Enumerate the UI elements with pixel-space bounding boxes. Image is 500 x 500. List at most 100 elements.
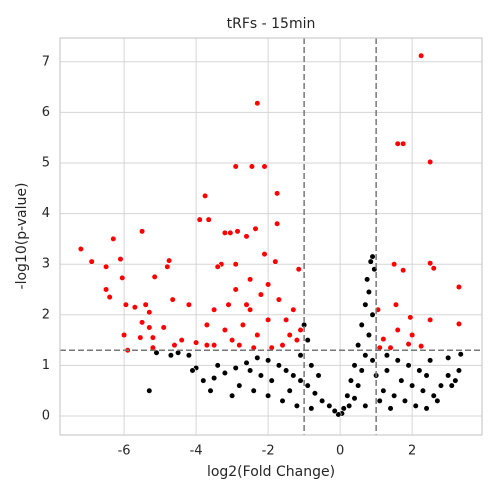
- point: [131, 304, 138, 311]
- point: [117, 256, 124, 263]
- point: [221, 229, 229, 236]
- x-tick-label: 0: [336, 444, 344, 459]
- point: [455, 283, 463, 291]
- point: [211, 374, 218, 382]
- point: [243, 301, 250, 308]
- point: [275, 296, 283, 303]
- point: [265, 316, 272, 323]
- point: [367, 258, 374, 265]
- point: [257, 291, 265, 298]
- point: [344, 392, 351, 399]
- point: [205, 216, 212, 223]
- point: [326, 402, 333, 410]
- point: [445, 372, 452, 379]
- point: [358, 367, 365, 374]
- point: [409, 382, 416, 389]
- point: [311, 390, 319, 397]
- point: [351, 362, 358, 369]
- point: [391, 392, 398, 399]
- point: [279, 342, 286, 349]
- y-tick-label: 3: [42, 257, 50, 272]
- point: [254, 354, 261, 361]
- point: [295, 266, 302, 273]
- point: [203, 342, 211, 349]
- point: [401, 397, 409, 404]
- point: [407, 314, 414, 321]
- point: [110, 235, 117, 243]
- point: [347, 377, 355, 384]
- point: [167, 352, 175, 359]
- point: [211, 342, 218, 349]
- point: [369, 311, 376, 318]
- point: [293, 402, 301, 410]
- y-tick-label: 0: [42, 409, 50, 424]
- point: [221, 326, 229, 334]
- point: [398, 377, 405, 384]
- point: [211, 306, 218, 313]
- point: [221, 369, 229, 377]
- point: [418, 343, 425, 350]
- point: [437, 382, 445, 389]
- point: [290, 306, 297, 313]
- point: [254, 100, 261, 107]
- point: [149, 334, 156, 341]
- point: [120, 331, 128, 339]
- point: [304, 382, 311, 389]
- point: [405, 362, 412, 369]
- point: [430, 265, 437, 272]
- point: [283, 367, 290, 374]
- point: [434, 397, 441, 404]
- point: [308, 405, 315, 412]
- point: [232, 261, 239, 268]
- x-tick-label: -2: [262, 444, 275, 459]
- point: [427, 158, 434, 166]
- y-tick-label: 6: [42, 105, 50, 120]
- point: [193, 339, 200, 346]
- point: [297, 377, 304, 384]
- point: [274, 220, 281, 227]
- point: [202, 192, 209, 199]
- point: [427, 316, 434, 323]
- point: [247, 306, 254, 313]
- point: [229, 337, 236, 344]
- point: [286, 387, 293, 394]
- point: [418, 52, 425, 59]
- point: [252, 225, 259, 232]
- point: [387, 405, 394, 412]
- point: [254, 331, 261, 339]
- point: [239, 321, 247, 329]
- plot-area: [60, 38, 482, 435]
- point: [232, 286, 239, 293]
- point: [146, 309, 153, 316]
- point: [355, 342, 362, 349]
- point: [203, 321, 211, 329]
- point: [106, 294, 113, 301]
- point: [151, 273, 158, 280]
- point: [380, 387, 387, 394]
- point: [391, 261, 398, 268]
- point: [214, 362, 221, 369]
- point: [137, 334, 144, 341]
- point: [232, 364, 239, 372]
- point: [340, 405, 347, 412]
- point: [412, 402, 419, 410]
- point: [369, 253, 376, 260]
- point: [146, 387, 153, 394]
- point: [457, 351, 464, 358]
- point: [427, 357, 434, 364]
- point: [351, 395, 358, 402]
- x-axis-label: log2(Fold Change): [207, 464, 335, 480]
- point: [423, 405, 430, 412]
- point: [304, 337, 311, 344]
- point: [423, 372, 430, 379]
- point: [236, 382, 243, 389]
- chart-title: tRFs - 15min: [227, 16, 316, 32]
- point: [369, 357, 376, 364]
- point: [160, 324, 167, 331]
- point: [77, 245, 84, 253]
- point: [268, 377, 275, 384]
- point: [166, 257, 173, 264]
- point: [319, 397, 326, 404]
- point: [279, 397, 286, 404]
- point: [445, 354, 452, 361]
